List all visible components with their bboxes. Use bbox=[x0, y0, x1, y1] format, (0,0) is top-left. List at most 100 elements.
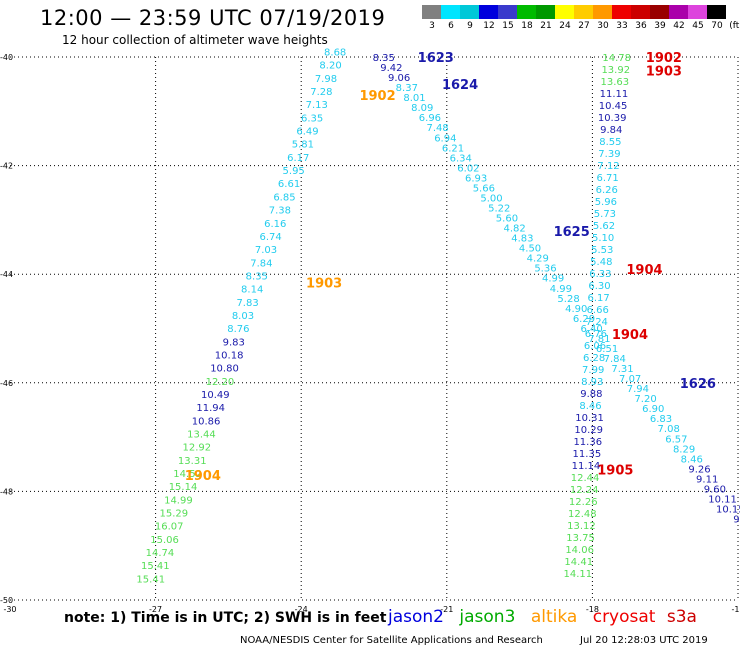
scale-swatch bbox=[517, 5, 536, 19]
legend-altika: altika bbox=[530, 607, 578, 627]
wave-height-value: 5.48 bbox=[590, 257, 612, 268]
wave-height-value: 4.83 bbox=[511, 234, 533, 245]
wave-height-value: 16.07 bbox=[155, 522, 184, 533]
wave-height-value: 9.42 bbox=[380, 63, 402, 74]
wave-height-value: 14.78 bbox=[602, 53, 631, 64]
wave-height-value: 7.28 bbox=[310, 87, 332, 98]
scale-label: 15 bbox=[502, 21, 514, 31]
legend-jason2: jason2 bbox=[388, 607, 444, 627]
wave-height-value: 6.28 bbox=[583, 353, 605, 364]
pass-time-label: 1904 bbox=[626, 263, 662, 278]
wave-height-value: 8.03 bbox=[232, 311, 254, 322]
wave-height-value: 7.99 bbox=[582, 365, 604, 376]
wave-height-value: 7.84 bbox=[604, 354, 626, 365]
wave-height-value: 4.99 bbox=[550, 284, 572, 295]
wave-height-value: 15.41 bbox=[136, 574, 165, 585]
wave-height-value: 8.20 bbox=[319, 61, 341, 72]
scale-label: 39 bbox=[654, 21, 666, 31]
page-subtitle: 12 hour collection of altimeter wave hei… bbox=[62, 33, 328, 47]
wave-height-value: 6.29 bbox=[573, 314, 595, 325]
pass-time-label: 1623 bbox=[418, 51, 454, 66]
lon-label: -21 bbox=[440, 605, 453, 614]
wave-height-value: 6.16 bbox=[264, 219, 286, 230]
wave-height-value: 5.10 bbox=[592, 233, 614, 244]
lat-label: -48 bbox=[0, 487, 13, 496]
pass-time-label: 1905 bbox=[597, 464, 633, 479]
scale-label: 24 bbox=[559, 21, 571, 31]
wave-height-value: 9.84 bbox=[600, 125, 622, 136]
scale-swatch bbox=[688, 5, 707, 19]
wave-height-value: 6.57 bbox=[665, 434, 687, 445]
wave-height-value: 13.92 bbox=[601, 65, 630, 76]
wave-height-value: 6.34 bbox=[450, 153, 472, 164]
wave-height-value: 8.29 bbox=[673, 444, 695, 455]
wave-height-value: 11.35 bbox=[573, 449, 602, 460]
wave-height-value: 6.40 bbox=[581, 324, 603, 335]
lon-label: -30 bbox=[3, 605, 16, 614]
wave-height-value: 13.44 bbox=[187, 429, 216, 440]
wave-height-value: 8.09 bbox=[411, 103, 433, 114]
wave-height-value: 6.90 bbox=[642, 404, 664, 415]
wave-height-value: 6.02 bbox=[457, 163, 479, 174]
wave-height-value: 6.21 bbox=[442, 143, 464, 154]
wave-height-value: 13.12 bbox=[567, 521, 596, 532]
scale-swatch bbox=[536, 5, 555, 19]
wave-height-value: 6.74 bbox=[259, 232, 281, 243]
wave-height-value: 5.62 bbox=[593, 221, 615, 232]
credit-text: NOAA/NESDIS Center for Satellite Applica… bbox=[240, 635, 543, 646]
wave-height-value: 6.26 bbox=[596, 185, 618, 196]
wave-height-value: 7.39 bbox=[598, 149, 620, 160]
pass-time-label: 1625 bbox=[554, 225, 590, 240]
pass-time-label: 1903 bbox=[306, 276, 342, 291]
wave-height-value: 5.96 bbox=[595, 197, 617, 208]
scale-swatch bbox=[669, 5, 688, 19]
wave-height-value: 7.31 bbox=[611, 364, 633, 375]
wave-height-value: 9.11 bbox=[696, 474, 718, 485]
wave-height-value: 12.26 bbox=[569, 497, 598, 508]
wave-height-value: 7.83 bbox=[236, 298, 258, 309]
wave-height-value: 10.49 bbox=[201, 390, 230, 401]
wave-height-value: 7.98 bbox=[315, 74, 337, 85]
wave-height-value: 7.20 bbox=[634, 394, 656, 405]
lat-label: -40 bbox=[0, 53, 13, 62]
pass-time-label: 1624 bbox=[442, 78, 478, 93]
pass-time-label: 1904 bbox=[612, 328, 648, 343]
scale-label: 33 bbox=[616, 21, 628, 31]
wave-height-value: 11.94 bbox=[196, 403, 225, 414]
generation-timestamp: Jul 20 12:28:03 UTC 2019 bbox=[580, 635, 708, 646]
wave-height-value: 15.29 bbox=[159, 508, 188, 519]
wave-height-value: 6.85 bbox=[273, 192, 295, 203]
wave-height-value: 6.17 bbox=[287, 153, 309, 164]
wave-height-value: 4.29 bbox=[527, 254, 549, 265]
wave-height-value: 4.50 bbox=[519, 244, 541, 255]
wave-height-value: 7.48 bbox=[426, 123, 448, 134]
wave-height-value: 7.12 bbox=[597, 161, 619, 172]
scale-swatch bbox=[631, 5, 650, 19]
scale-swatch bbox=[422, 5, 441, 19]
wave-height-value: 8.37 bbox=[396, 83, 418, 94]
wave-height-value: 9.88 bbox=[580, 389, 602, 400]
wave-height-value: 6.93 bbox=[465, 173, 487, 184]
wave-height-value: 5.36 bbox=[534, 264, 556, 275]
pass-time-label: 1903 bbox=[646, 65, 682, 80]
wave-height-value: 7.13 bbox=[306, 100, 328, 111]
wave-height-value: 11.11 bbox=[600, 89, 629, 100]
wave-height-value: 6.49 bbox=[296, 127, 318, 138]
wave-height-value: 10.18 bbox=[215, 350, 244, 361]
scale-swatch bbox=[612, 5, 631, 19]
lat-label: -50 bbox=[0, 596, 13, 605]
satellite-legend: jason2 jason3 altika cryosat s3a bbox=[388, 607, 697, 627]
wave-height-value: 10.31 bbox=[575, 413, 604, 424]
lat-label: -42 bbox=[0, 162, 13, 171]
wave-height-value: 7.24 bbox=[586, 317, 608, 328]
scale-label: 21 bbox=[540, 21, 552, 31]
wave-height-value: 8.35 bbox=[246, 271, 268, 282]
wave-height-value: 8.93 bbox=[581, 377, 603, 388]
wave-height-value: 12.44 bbox=[571, 473, 600, 484]
scale-swatch bbox=[650, 5, 669, 19]
wave-height-value: 8.46 bbox=[681, 454, 703, 465]
scale-label: 30 bbox=[597, 21, 609, 31]
scale-label: (ft) bbox=[729, 21, 740, 31]
wave-height-value: 12.24 bbox=[570, 485, 599, 496]
